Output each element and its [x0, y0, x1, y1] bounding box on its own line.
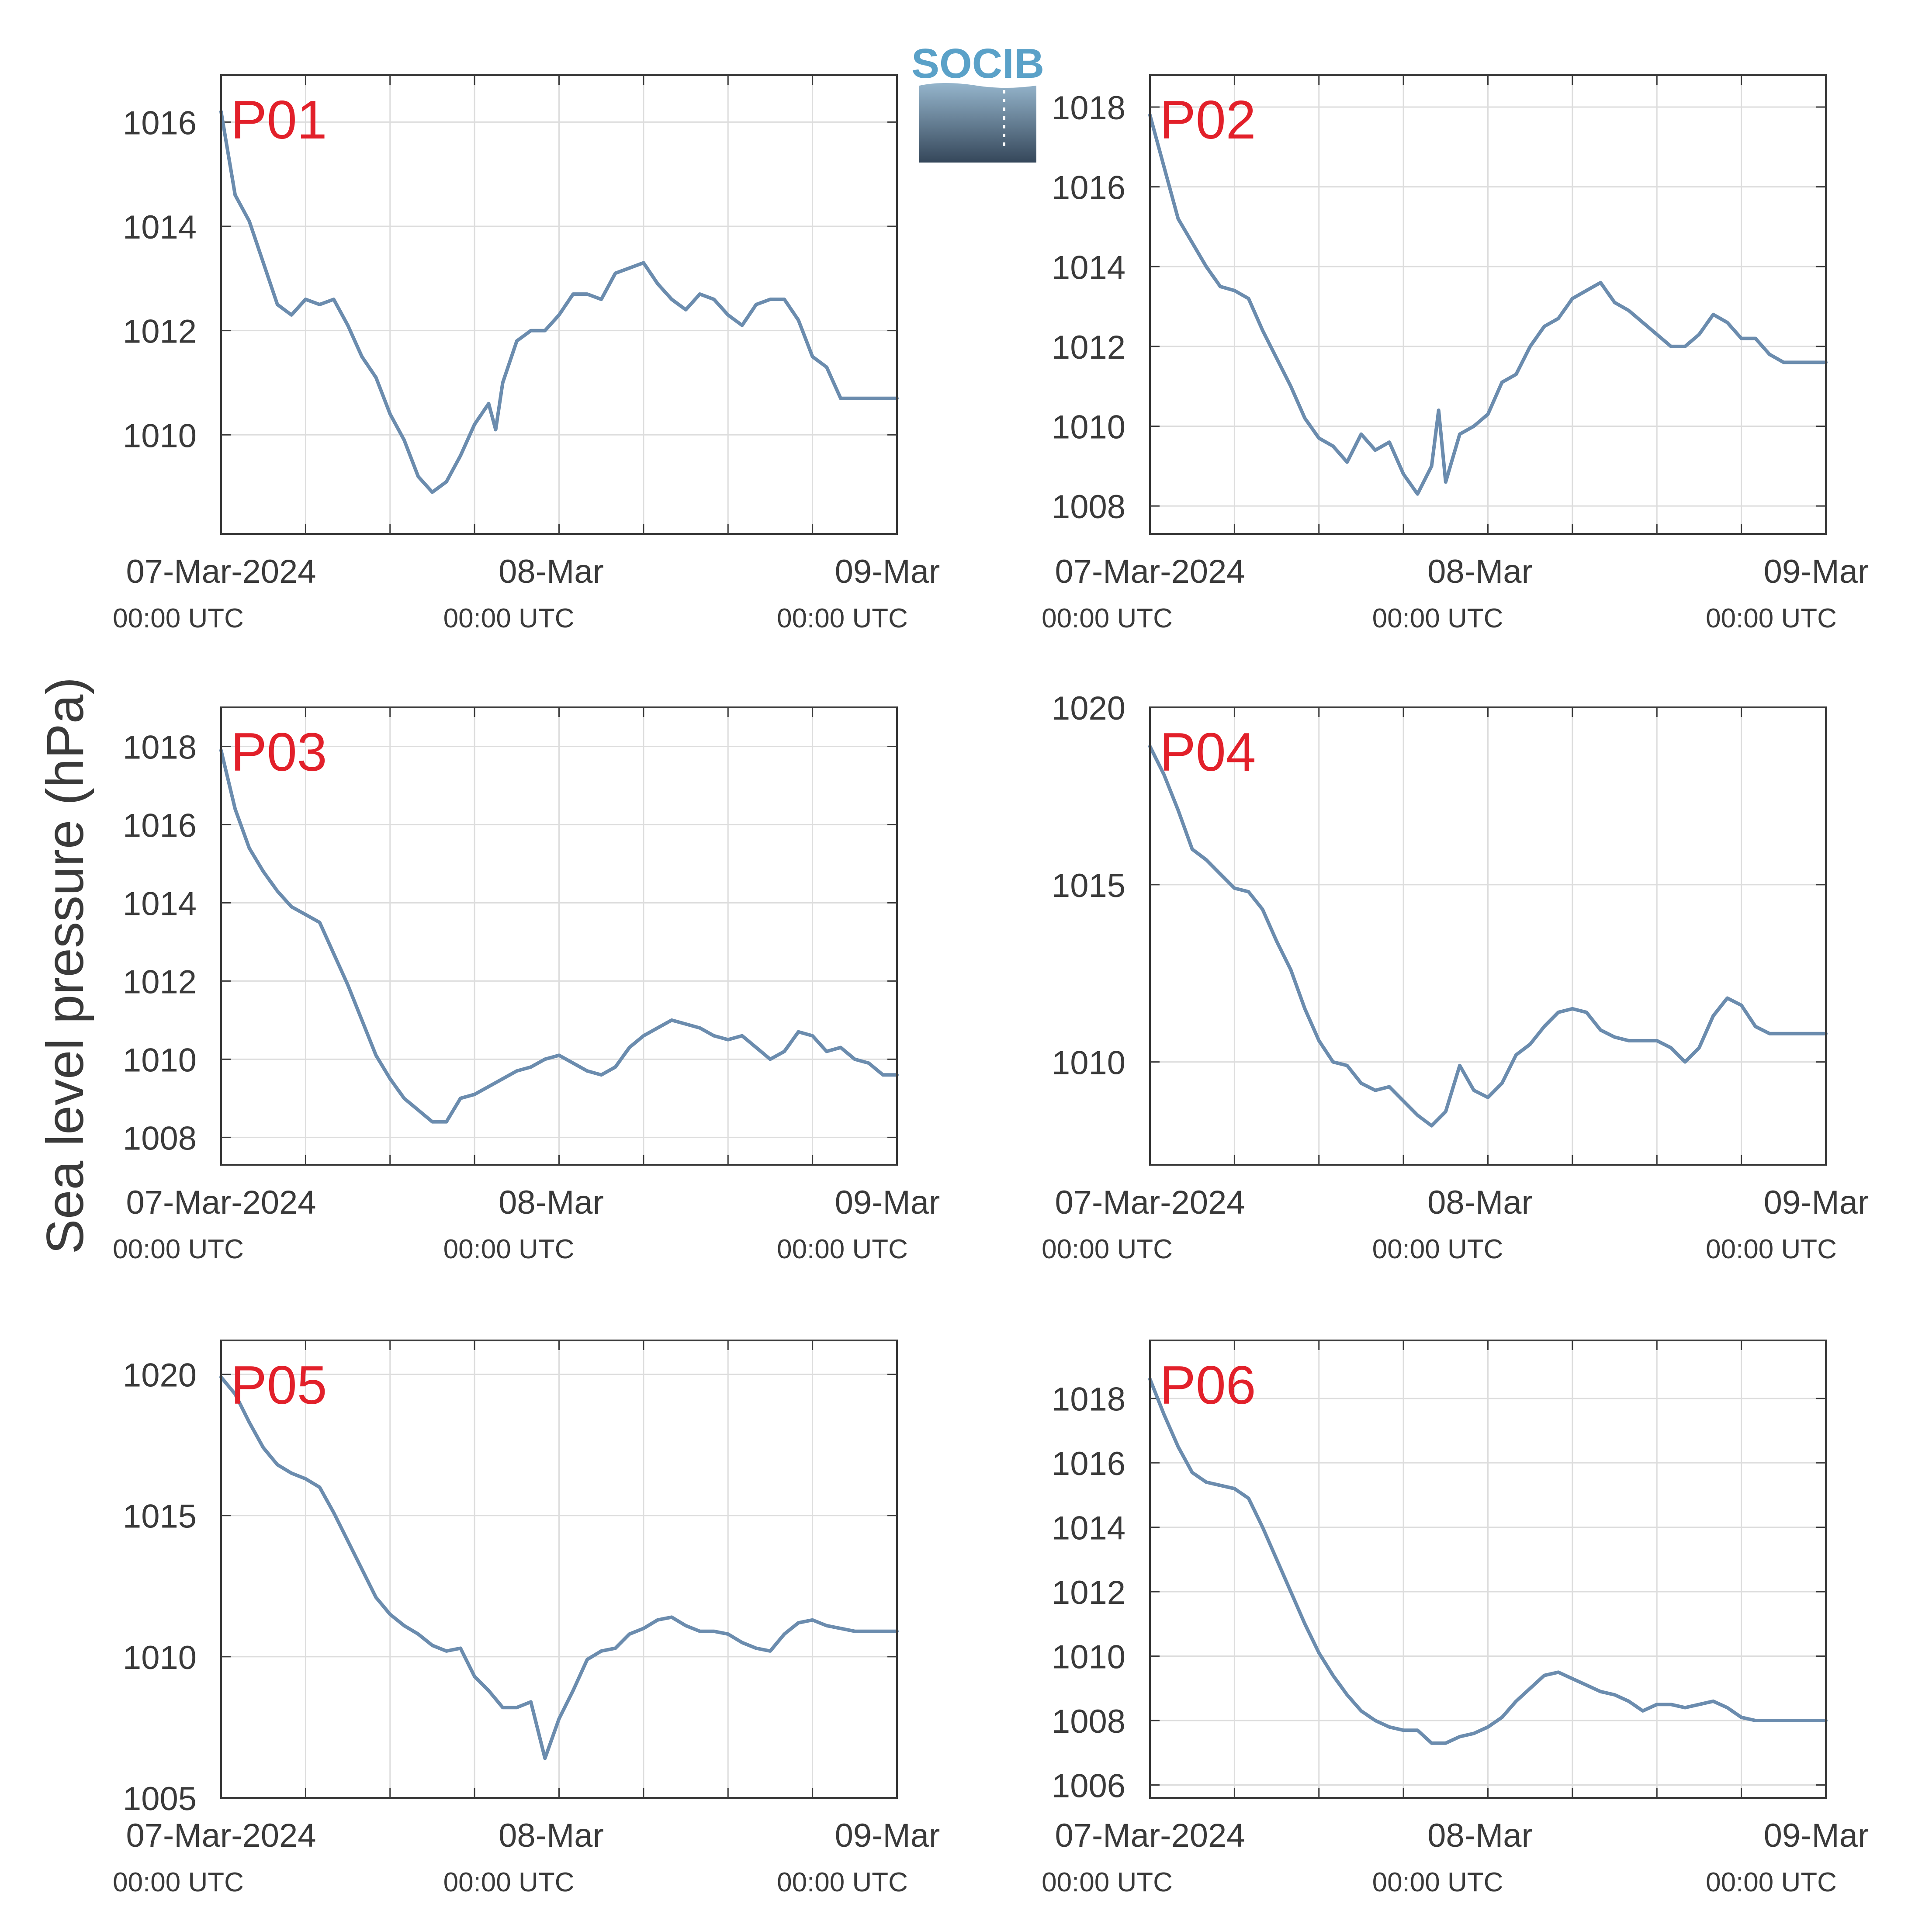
x-tick-label: 09-Mar	[1764, 1184, 1869, 1221]
y-tick-label: 1010	[1052, 409, 1125, 446]
x-tick-sublabel: 00:00 UTC	[1706, 1234, 1837, 1264]
y-tick-label: 1015	[1052, 867, 1125, 904]
y-tick-label: 1015	[123, 1498, 197, 1535]
y-tick-label: 1014	[123, 209, 197, 246]
x-tick-label: 08-Mar	[1427, 1817, 1533, 1854]
x-tick-sublabel: 00:00 UTC	[777, 1867, 908, 1897]
y-tick-label: 1018	[1052, 1381, 1125, 1418]
x-tick-sublabel: 00:00 UTC	[113, 1867, 244, 1897]
y-tick-label: 1012	[123, 963, 197, 1001]
panel-p05: 1005 1010 1015 1020 07-Mar-2024 00:00 UTC 08-M…	[113, 1340, 940, 1897]
y-tick-label: 1010	[1052, 1639, 1125, 1676]
panel-p03: 1008 1010 1012 1014 1016 1018 07-Mar-2024 00:00…	[113, 706, 940, 1264]
x-tick-label: 08-Mar	[1427, 553, 1533, 590]
x-tick-sublabel: 00:00 UTC	[1042, 1234, 1173, 1264]
x-tick-label: 08-Mar	[499, 553, 604, 590]
x-tick-label: 09-Mar	[835, 1184, 940, 1221]
panel-p06: 1006 1008 1010 1012 1014 1016 1018 07-Mar-2024 0…	[1042, 1340, 1869, 1897]
x-tick-sublabel: 00:00 UTC	[443, 1867, 575, 1897]
x-tick-sublabel: 00:00 UTC	[1372, 603, 1503, 634]
y-tick-label: 1016	[1052, 170, 1125, 207]
y-tick-label: 1008	[1052, 1703, 1125, 1740]
y-tick-label: 1010	[123, 1042, 197, 1079]
x-tick-label: 09-Mar	[1764, 553, 1869, 590]
x-tick-sublabel: 00:00 UTC	[777, 1234, 908, 1264]
y-axis-label: Sea level pressure (hPa)	[36, 677, 94, 1254]
x-tick-label: 08-Mar	[499, 1817, 604, 1854]
pressure-series-line	[1148, 113, 1828, 496]
y-tick-label: 1014	[1052, 1510, 1125, 1547]
y-tick-label: 1016	[123, 807, 197, 844]
y-tick-label: 1020	[123, 1357, 197, 1394]
socib-logo: SOCIB	[911, 40, 1044, 163]
plot-frame	[220, 74, 898, 535]
panel-p01: 1010 1012 1014 1016 07-Mar-2024 00:00 UTC 08-M…	[113, 74, 940, 634]
y-tick-label: 1014	[1052, 249, 1125, 286]
y-tick-label: 1014	[123, 885, 197, 922]
station-label-p03: P03	[231, 722, 327, 782]
station-label-p01: P01	[231, 90, 327, 150]
y-tick-label: 1008	[123, 1120, 197, 1157]
x-tick-label: 08-Mar	[1427, 1184, 1533, 1221]
x-tick-label: 07-Mar-2024	[126, 1184, 316, 1221]
x-tick-label: 09-Mar	[835, 553, 940, 590]
x-tick-label: 07-Mar-2024	[126, 1817, 316, 1854]
y-tick-label: 1020	[1052, 690, 1125, 727]
x-tick-sublabel: 00:00 UTC	[1372, 1234, 1503, 1264]
y-tick-label: 1012	[1052, 1574, 1125, 1611]
plot-frame	[1149, 706, 1827, 1166]
x-tick-sublabel: 00:00 UTC	[1706, 1867, 1837, 1897]
x-tick-sublabel: 00:00 UTC	[443, 1234, 575, 1264]
x-tick-sublabel: 00:00 UTC	[1042, 603, 1173, 634]
y-tick-label: 1008	[1052, 488, 1125, 526]
y-tick-label: 1012	[1052, 329, 1125, 366]
x-tick-label: 08-Mar	[499, 1184, 604, 1221]
station-label-p02: P02	[1160, 90, 1256, 150]
logo-text: SOCIB	[911, 40, 1044, 87]
x-tick-sublabel: 00:00 UTC	[443, 603, 575, 634]
y-tick-label: 1005	[123, 1780, 197, 1818]
x-tick-sublabel: 00:00 UTC	[1372, 1867, 1503, 1897]
y-tick-label: 1010	[123, 1639, 197, 1676]
y-tick-label: 1010	[1052, 1045, 1125, 1082]
x-tick-label: 07-Mar-2024	[1055, 553, 1245, 590]
x-tick-label: 09-Mar	[835, 1817, 940, 1854]
y-tick-label: 1010	[123, 417, 197, 454]
pressure-series-line	[219, 748, 899, 1124]
y-tick-label: 1018	[123, 729, 197, 766]
plot-frame	[220, 1340, 898, 1799]
y-tick-label: 1006	[1052, 1768, 1125, 1805]
chart-panels: 1010 1012 1014 1016 07-Mar-2024 00:00 UTC 08-M…	[113, 74, 1869, 1897]
x-tick-sublabel: 00:00 UTC	[1042, 1867, 1173, 1897]
pressure-series-line	[1148, 744, 1828, 1128]
panel-p02: 1008 1010 1012 1014 1016 1018 07-Mar-2024 00:00…	[1042, 74, 1869, 634]
plot-frame	[1149, 1340, 1827, 1799]
x-tick-sublabel: 00:00 UTC	[113, 1234, 244, 1264]
plot-frame	[1149, 74, 1827, 535]
station-label-p05: P05	[231, 1355, 327, 1416]
pressure-series-line	[219, 1375, 899, 1760]
x-tick-sublabel: 00:00 UTC	[113, 603, 244, 634]
pressure-series-line	[219, 110, 899, 494]
x-tick-sublabel: 00:00 UTC	[777, 603, 908, 634]
panel-p04: 1010 1015 1020 07-Mar-2024 00:00 UTC 08-Mar 00…	[1042, 690, 1869, 1264]
x-tick-label: 07-Mar-2024	[1055, 1817, 1245, 1854]
station-label-p04: P04	[1160, 722, 1256, 782]
y-tick-label: 1012	[123, 313, 197, 350]
y-tick-label: 1016	[123, 104, 197, 142]
x-tick-label: 07-Mar-2024	[1055, 1184, 1245, 1221]
x-tick-label: 07-Mar-2024	[126, 553, 316, 590]
x-tick-label: 09-Mar	[1764, 1817, 1869, 1854]
plot-frame	[220, 706, 898, 1166]
pressure-series-line	[1148, 1377, 1828, 1745]
y-tick-label: 1018	[1052, 90, 1125, 127]
station-label-p06: P06	[1160, 1355, 1256, 1416]
logo-wave-block	[919, 83, 1036, 163]
x-tick-sublabel: 00:00 UTC	[1706, 603, 1837, 634]
y-tick-label: 1016	[1052, 1445, 1125, 1482]
